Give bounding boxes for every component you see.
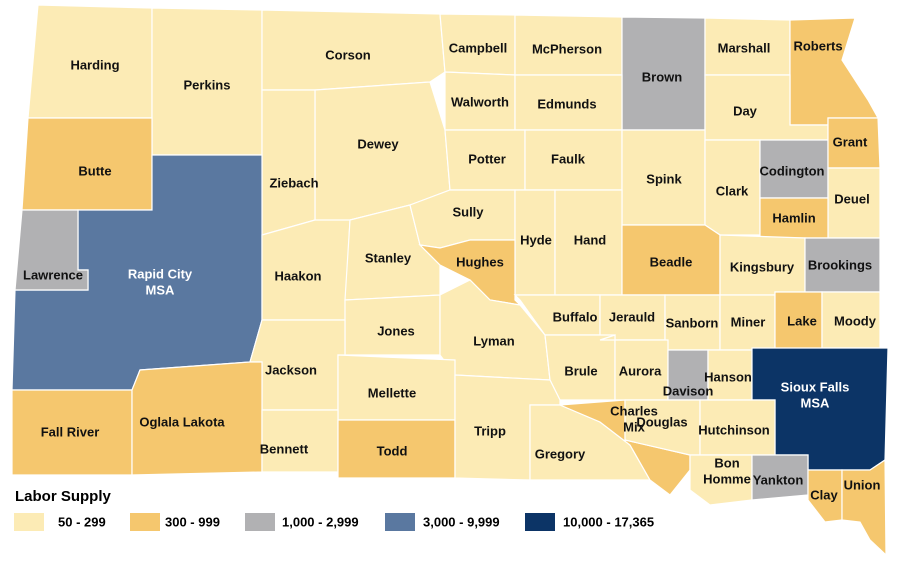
county-label: Lyman <box>473 333 514 348</box>
county-label: Gregory <box>535 446 586 461</box>
county-label: Mix <box>623 419 645 434</box>
county-label: Sanborn <box>666 315 719 330</box>
county-label: Brown <box>642 69 683 84</box>
county-label: Kingsbury <box>730 259 795 274</box>
county <box>544 334 616 401</box>
county-label: Hyde <box>520 232 552 247</box>
legend-label: 3,000 - 9,999 <box>423 514 500 529</box>
county-label: Hamlin <box>772 210 815 225</box>
county-label: Moody <box>834 313 877 328</box>
county-label: Union <box>844 477 881 492</box>
county-label: Butte <box>78 163 111 178</box>
county-label: Walworth <box>451 94 509 109</box>
county-label: Hutchinson <box>698 422 770 437</box>
county-label: Hanson <box>704 369 752 384</box>
county-label: MSA <box>146 282 176 297</box>
county-label: Hughes <box>456 254 504 269</box>
county <box>14 209 89 291</box>
county <box>841 458 887 557</box>
county-label: Perkins <box>184 77 231 92</box>
county-label: Sully <box>452 204 484 219</box>
county-label: Clay <box>810 487 838 502</box>
county-label: Lawrence <box>23 267 83 282</box>
county-label: Haakon <box>275 268 322 283</box>
county <box>261 89 316 236</box>
county-label: Stanley <box>365 250 412 265</box>
county-label: Campbell <box>449 40 508 55</box>
county <box>789 17 880 126</box>
legend-swatch <box>130 513 160 531</box>
county-label: Douglas <box>636 414 687 429</box>
county-label: MSA <box>801 395 831 410</box>
legend-label: 300 - 999 <box>165 514 220 529</box>
legend-swatch <box>525 513 555 531</box>
county-label: Mellette <box>368 385 416 400</box>
county-label: Deuel <box>834 191 869 206</box>
county-label: Roberts <box>793 38 842 53</box>
county <box>131 361 263 476</box>
legend-label: 1,000 - 2,999 <box>282 514 359 529</box>
legend: 50 - 299 300 - 999 1,000 - 2,999 3,000 - 9,… <box>14 513 654 531</box>
county <box>418 239 522 306</box>
county-label: Ziebach <box>269 175 318 190</box>
county-label: Corson <box>325 47 371 62</box>
county-label: Potter <box>468 151 506 166</box>
county-label: Buffalo <box>553 309 598 324</box>
county-label: Day <box>733 103 758 118</box>
county-label: Marshall <box>718 40 771 55</box>
county-label: Jones <box>377 323 415 338</box>
county-label: Edmunds <box>537 96 596 111</box>
county-label: Codington <box>760 163 825 178</box>
county-label: Jackson <box>265 362 317 377</box>
county-label: Grant <box>833 134 868 149</box>
county-label: Oglala Lakota <box>139 414 225 429</box>
county-label: Hand <box>574 232 607 247</box>
legend-label: 50 - 299 <box>58 514 106 529</box>
county-label: Bennett <box>260 441 309 456</box>
county-label: Spink <box>646 171 682 186</box>
county-label: Faulk <box>551 151 586 166</box>
county-label: Charles <box>610 403 658 418</box>
county-label: Sioux Falls <box>781 379 850 394</box>
county <box>704 139 761 236</box>
county-label: Harding <box>70 57 119 72</box>
county-label: Fall River <box>41 424 100 439</box>
county-label: Jerauld <box>609 309 655 324</box>
legend-swatch <box>385 513 415 531</box>
labels: Harding Perkins Corson Campbell McPherson Bro… <box>23 38 880 502</box>
county-label: Yankton <box>753 472 804 487</box>
county-label: Rapid City <box>128 266 193 281</box>
county-label: Tripp <box>474 423 506 438</box>
county-label: Homme <box>703 471 751 486</box>
legend-swatch <box>245 513 275 531</box>
county-label: Lake <box>787 313 817 328</box>
county-label: Aurora <box>619 363 662 378</box>
county-label: Brookings <box>808 257 872 272</box>
county-label: Beadle <box>650 254 693 269</box>
county-label: Brule <box>564 363 597 378</box>
legend-swatch <box>14 513 44 531</box>
county-label: McPherson <box>532 41 602 56</box>
legend-label: 10,000 - 17,365 <box>563 514 654 529</box>
county-label: Clark <box>716 183 749 198</box>
county-label: Todd <box>377 443 408 458</box>
county-label: Bon <box>714 455 739 470</box>
county-label: Dewey <box>357 136 399 151</box>
county <box>807 469 843 523</box>
county-label: Davison <box>663 383 714 398</box>
legend-title: Labor Supply <box>15 488 111 505</box>
regions <box>11 4 889 557</box>
county-label: Miner <box>731 314 766 329</box>
